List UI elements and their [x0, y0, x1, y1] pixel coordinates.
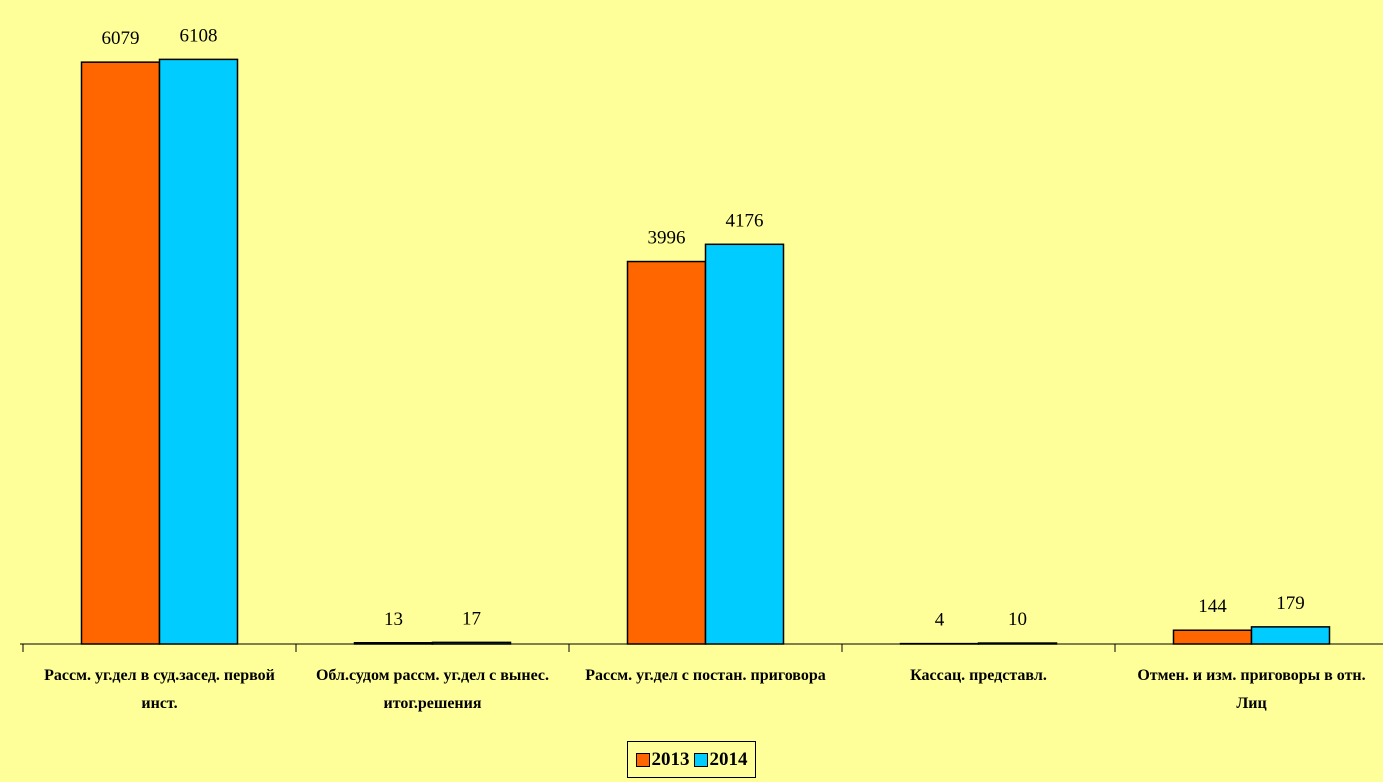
- value-label: 3996: [648, 228, 686, 249]
- bar: [158, 58, 239, 645]
- x-tick-label: Кассац. представл.: [910, 667, 1047, 684]
- x-tick-label: Отмен. и изм. приговоры в отн. Лиц: [1137, 667, 1366, 712]
- legend-swatch: [693, 752, 708, 767]
- bar: [704, 243, 785, 645]
- bar: [626, 260, 707, 645]
- x-tick-label: Рассм. уг.дел в суд.засед. первой инст.: [44, 667, 275, 712]
- value-label: 13: [384, 609, 403, 630]
- bar: [353, 642, 434, 645]
- value-label: 6079: [102, 28, 140, 49]
- value-label: 4176: [726, 210, 764, 231]
- x-tick-label: Обл.судом рассм. уг.дел с вынес. итог.ре…: [315, 667, 550, 712]
- bar: [1250, 626, 1331, 645]
- bar: [80, 61, 161, 645]
- legend-item: 2013: [635, 748, 690, 771]
- value-label: 179: [1276, 593, 1305, 614]
- value-label: 144: [1198, 596, 1227, 617]
- legend-swatch: [635, 752, 650, 767]
- value-label: 4: [935, 610, 945, 631]
- legend-label: 2013: [651, 748, 690, 770]
- legend-label: 2014: [709, 748, 748, 770]
- bar: [1172, 629, 1253, 645]
- x-tick-label: Рассм. уг.дел с постан. приговора: [585, 667, 826, 684]
- value-label: 10: [1008, 609, 1027, 630]
- value-label: 6108: [180, 25, 218, 46]
- bar: [977, 642, 1058, 645]
- bar: [431, 641, 512, 645]
- legend: 2013 2014: [627, 741, 756, 778]
- legend-item: 2014: [693, 748, 748, 771]
- value-label: 17: [462, 608, 481, 629]
